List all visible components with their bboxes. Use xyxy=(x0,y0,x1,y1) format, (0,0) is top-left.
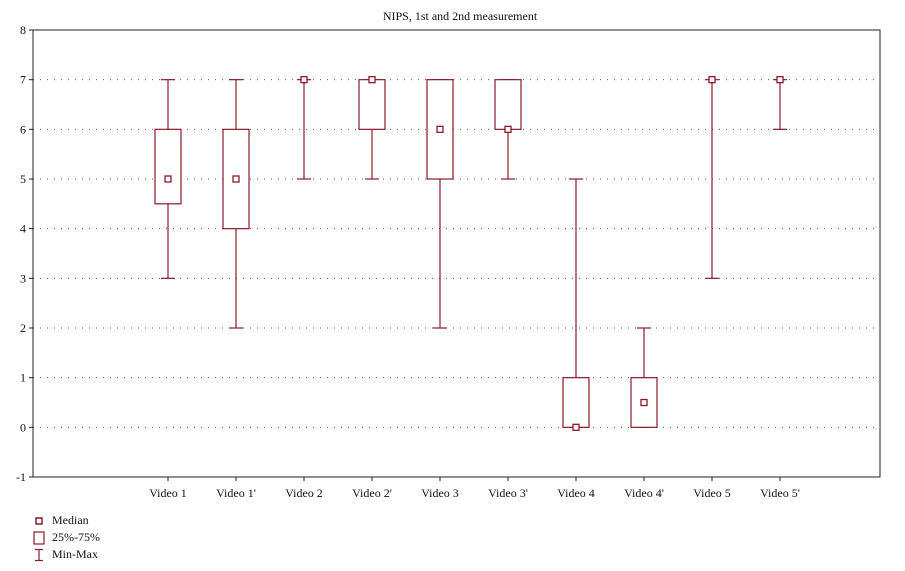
box-group xyxy=(358,76,386,180)
legend-label-box: 25%-75% xyxy=(52,530,100,544)
box-group xyxy=(154,79,182,279)
median-marker xyxy=(232,175,240,183)
median-marker xyxy=(436,125,444,133)
box-group xyxy=(222,79,250,329)
median-marker xyxy=(504,125,512,133)
x-tick-label: Video 4' xyxy=(624,486,664,500)
legend-entry-box: 25%-75% xyxy=(32,529,100,546)
median-icon xyxy=(32,514,46,528)
x-tick-label: Video 3 xyxy=(421,486,459,500)
x-tick-label: Video 4 xyxy=(557,486,595,500)
y-tick-label: 6 xyxy=(20,122,26,136)
median-marker xyxy=(572,423,580,431)
x-tick-label: Video 5 xyxy=(693,486,731,500)
box-group xyxy=(562,178,590,431)
y-tick-label: -1 xyxy=(16,470,26,484)
box-group xyxy=(297,76,311,180)
y-tick-label: 0 xyxy=(20,420,26,434)
box-group xyxy=(773,76,787,130)
whisker-icon xyxy=(32,548,46,562)
iqr-box xyxy=(494,79,522,130)
x-tick-label: Video 2' xyxy=(352,486,392,500)
x-tick-label: Video 1 xyxy=(149,486,187,500)
box-group xyxy=(494,79,522,180)
legend-entry-median: Median xyxy=(32,512,100,529)
x-tick-label: Video 2 xyxy=(285,486,323,500)
plot-frame xyxy=(32,29,881,478)
box-group xyxy=(705,76,719,279)
y-tick-label: 3 xyxy=(20,271,26,285)
x-axis: Video 1 Video 1' Video 2 Video 2' Video 3 Vid… xyxy=(149,477,800,500)
iqr-box xyxy=(358,79,386,130)
median-marker xyxy=(640,398,648,407)
median-marker xyxy=(368,76,376,84)
iqr-box xyxy=(154,128,182,205)
y-axis: -1 0 1 2 3 4 5 6 7 8 xyxy=(16,23,33,484)
boxes xyxy=(154,76,787,431)
legend-entry-minmax: Min-Max xyxy=(32,546,100,563)
chart-title: NIPS, 1st and 2nd measurement xyxy=(383,9,538,23)
y-tick-label: 4 xyxy=(20,222,26,236)
x-tick-label: Video 3' xyxy=(488,486,528,500)
legend-label-median: Median xyxy=(52,513,89,527)
box-icon xyxy=(32,530,46,545)
box-group xyxy=(426,79,454,329)
legend: Median 25%-75% Min-Max xyxy=(32,512,100,563)
median-marker xyxy=(776,76,784,84)
y-tick-label: 5 xyxy=(20,172,26,186)
y-tick-label: 8 xyxy=(20,23,26,37)
y-tick-label: 7 xyxy=(20,73,26,87)
y-tick-label: 1 xyxy=(20,371,26,385)
iqr-box xyxy=(562,377,590,428)
box-group xyxy=(630,327,658,428)
y-tick-label: 2 xyxy=(20,321,26,335)
median-marker xyxy=(300,76,308,84)
median-marker xyxy=(164,175,172,183)
legend-label-minmax: Min-Max xyxy=(52,547,98,561)
x-tick-label: Video 1' xyxy=(216,486,256,500)
median-marker xyxy=(708,76,716,84)
x-tick-label: Video 5' xyxy=(760,486,800,500)
